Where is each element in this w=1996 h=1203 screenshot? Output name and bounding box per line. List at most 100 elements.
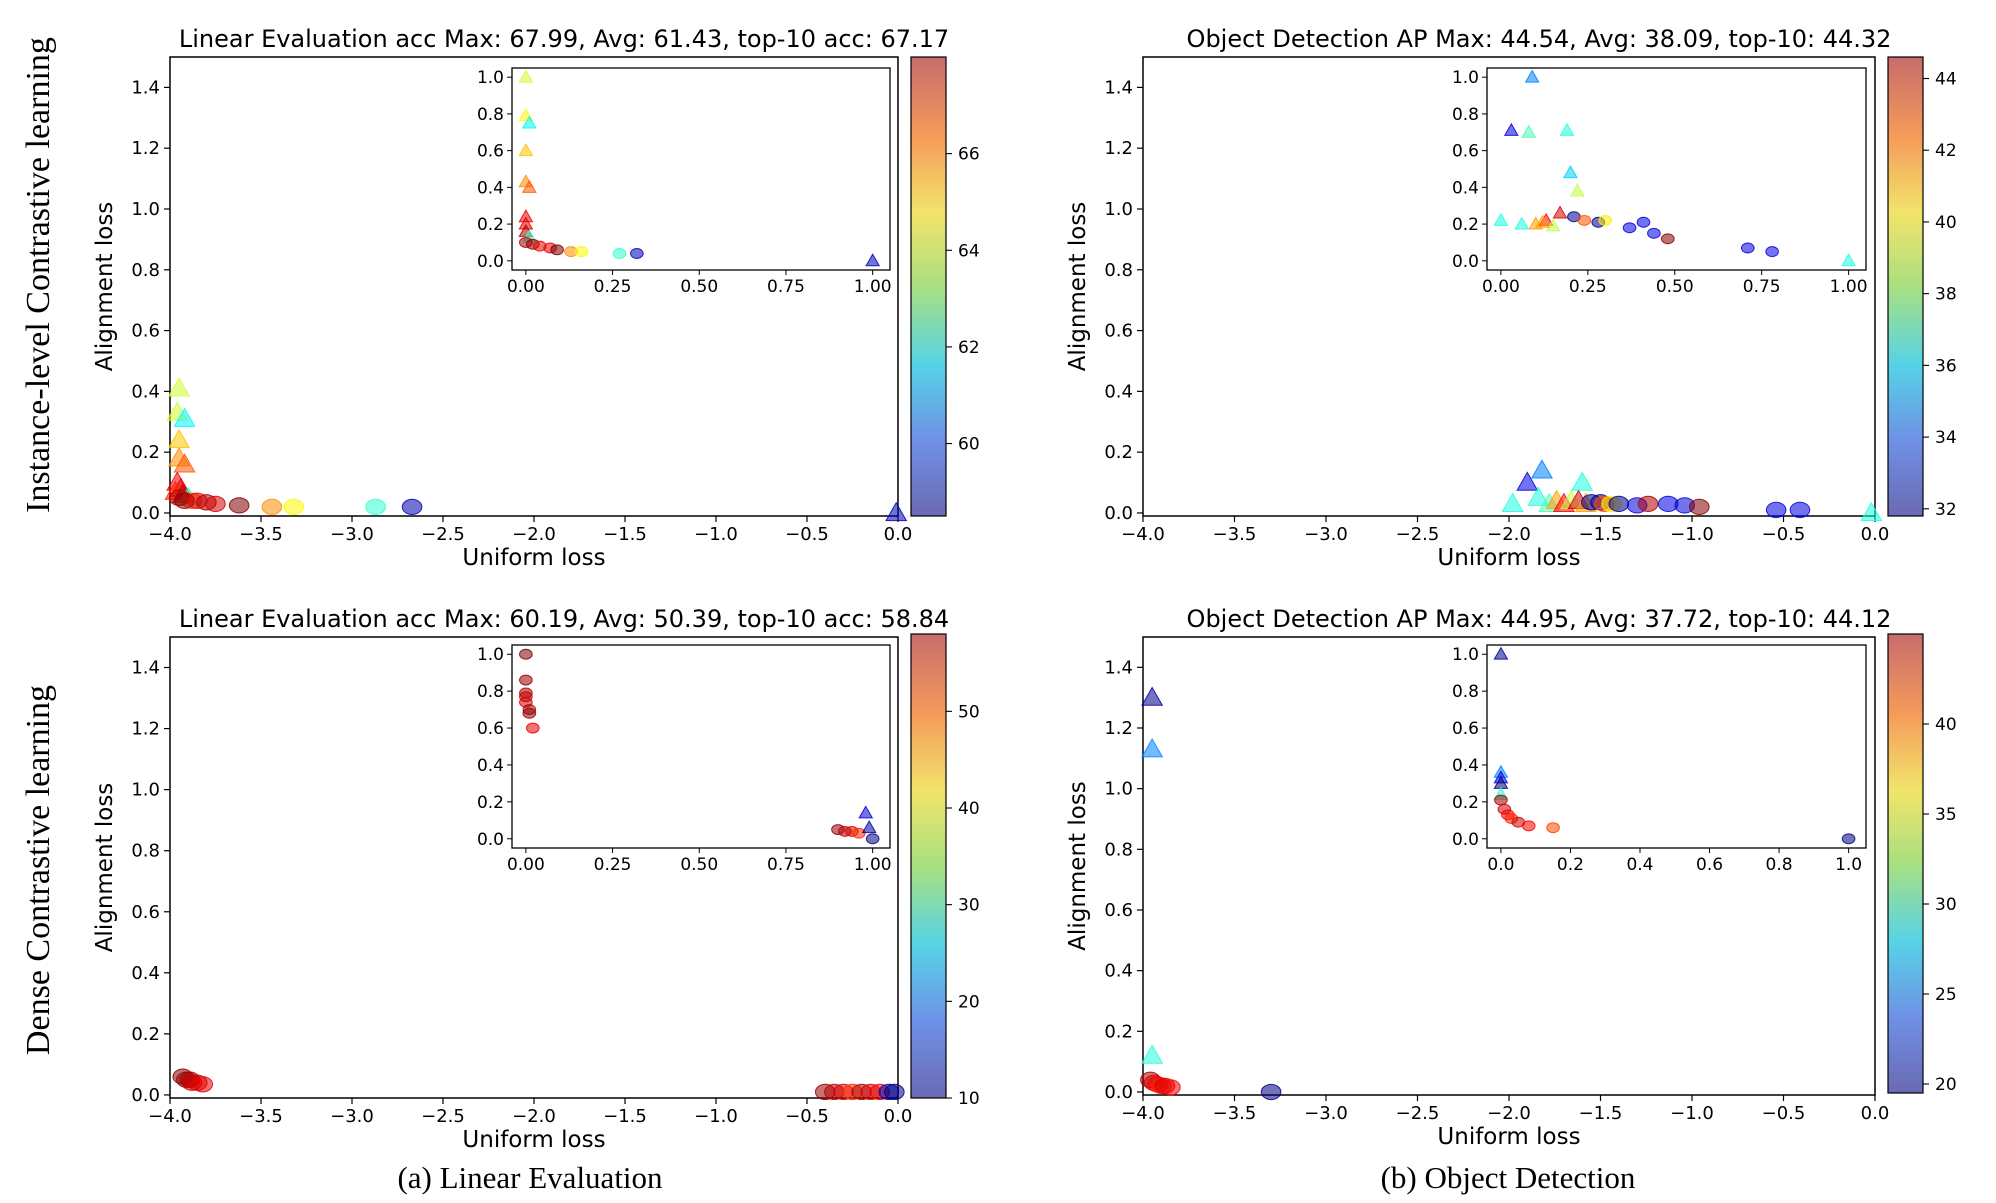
y-tick-label: 1.2 <box>1104 718 1133 739</box>
x-tick-label: −2.0 <box>512 524 556 545</box>
inset-y-tick-label: 0.8 <box>1452 105 1479 125</box>
row-label-instance: Instance-level Contrastive learning <box>20 37 57 513</box>
inset-y-tick-label: 0.8 <box>1452 682 1479 702</box>
inset-data-point <box>1577 214 1592 226</box>
y-tick-label: 1.0 <box>131 780 160 801</box>
inset-data-point <box>1494 794 1508 806</box>
x-tick-label: −2.0 <box>1487 1103 1531 1124</box>
inset-y-tick-label: 0.4 <box>1452 756 1479 776</box>
inset-y-tick-label: 0.8 <box>477 682 504 702</box>
inset-data-point <box>865 833 880 845</box>
x-tick-label: −2.5 <box>421 524 465 545</box>
data-point <box>1689 498 1710 516</box>
inset-data-point <box>522 707 537 719</box>
inset-x-tick-label: 1.00 <box>854 855 892 875</box>
x-tick-label: 0.0 <box>1861 1103 1890 1124</box>
inset-data-point <box>1841 253 1857 267</box>
inset-data-point <box>1521 124 1537 138</box>
colorbar-tick-label: 20 <box>958 992 980 1012</box>
inset-plot-area <box>1486 67 1867 271</box>
inset-x-tick-label: 0.25 <box>594 855 632 875</box>
colorbar-tick-label: 38 <box>1935 285 1957 305</box>
data-point <box>205 495 226 512</box>
y-tick-label: 0.2 <box>131 442 160 463</box>
data-point <box>173 453 196 473</box>
caption-linear-evaluation: (a) Linear Evaluation <box>397 1160 663 1195</box>
colorbar-tick-label: 40 <box>1935 213 1957 233</box>
x-tick-label: −0.5 <box>785 1106 829 1127</box>
y-tick-label: 0.8 <box>131 260 160 281</box>
y-tick-label: 0.8 <box>131 841 160 862</box>
data-point <box>168 377 191 397</box>
inset-data-point <box>1521 820 1536 832</box>
inset-data-point <box>1493 646 1509 660</box>
inset-y-tick-label: 0.0 <box>477 252 504 272</box>
inset-x-tick-label: 0.0 <box>1487 855 1514 875</box>
inset-data-point <box>574 246 589 258</box>
x-tick-label: −3.5 <box>239 524 283 545</box>
inset-x-tick-label: 0.4 <box>1626 855 1653 875</box>
y-tick-label: 1.4 <box>131 658 160 679</box>
x-tick-label: −2.5 <box>1396 524 1440 545</box>
y-tick-label: 0.2 <box>1104 1021 1133 1042</box>
chart-title: Linear Evaluation acc Max: 60.19, Avg: 5… <box>179 605 949 633</box>
inset-data-point <box>519 674 533 686</box>
panel-linear-eval-instance: Linear Evaluation acc Max: 67.99, Avg: 6… <box>92 25 980 571</box>
inset-data-point <box>1559 122 1575 136</box>
data-point <box>1860 501 1883 522</box>
inset-x-tick-label: 0.50 <box>680 277 718 297</box>
x-tick-label: −3.0 <box>1304 1103 1348 1124</box>
data-point <box>1608 495 1630 512</box>
colorbar-tick-label: 62 <box>958 338 980 358</box>
x-tick-label: −0.5 <box>1762 524 1806 545</box>
inset-data-point <box>1660 233 1675 245</box>
y-tick-label: 0.6 <box>131 902 160 923</box>
x-tick-label: −1.0 <box>1670 1103 1714 1124</box>
y-tick-label: 1.0 <box>1104 779 1133 800</box>
y-tick-label: 0.0 <box>1104 1082 1133 1103</box>
inset-data-point <box>1622 222 1637 234</box>
x-tick-label: −3.5 <box>239 1106 283 1127</box>
data-point <box>228 497 250 514</box>
inset-data-point <box>1765 246 1779 258</box>
inset-data-point <box>1503 122 1519 136</box>
inset-y-tick-label: 0.6 <box>1452 142 1479 162</box>
colorbar-tick-label: 42 <box>1935 141 1957 161</box>
inset-x-tick-label: 0.75 <box>1743 277 1781 297</box>
inset-x-tick-label: 0.00 <box>507 277 545 297</box>
panel-object-detection-instance: Object Detection AP Max: 44.54, Avg: 38.… <box>1065 25 1957 571</box>
y-tick-label: 0.4 <box>1104 381 1133 402</box>
inset-y-tick-label: 0.6 <box>477 142 504 162</box>
y-tick-label: 1.0 <box>1104 199 1133 220</box>
y-tick-label: 0.4 <box>1104 961 1133 982</box>
inset-y-tick-label: 0.2 <box>1452 215 1479 235</box>
data-point <box>1571 471 1594 491</box>
y-tick-label: 0.6 <box>1104 321 1133 342</box>
data-point <box>1765 501 1787 519</box>
colorbar-tick-label: 35 <box>1935 805 1957 825</box>
inset-data-point <box>851 827 866 839</box>
colorbar-tick-label: 30 <box>958 896 980 916</box>
x-tick-label: −2.5 <box>1396 1103 1440 1124</box>
inset-y-tick-label: 0.2 <box>477 215 504 235</box>
inset-plot-area <box>511 644 891 849</box>
inset-y-tick-label: 1.0 <box>1452 68 1479 88</box>
data-point <box>1501 492 1524 512</box>
y-tick-label: 1.2 <box>131 719 160 740</box>
y-tick-label: 0.0 <box>1104 503 1133 524</box>
inset-x-tick-label: 0.2 <box>1557 855 1584 875</box>
y-tick-label: 1.2 <box>131 138 160 159</box>
panel-linear-eval-dense: Linear Evaluation acc Max: 60.19, Avg: 5… <box>92 605 980 1153</box>
data-point <box>1141 1044 1164 1064</box>
x-tick-label: −4.0 <box>1121 1103 1165 1124</box>
colorbar-tick-label: 10 <box>958 1089 980 1109</box>
colorbar-tick-label: 25 <box>1935 985 1957 1005</box>
inset-y-tick-label: 0.4 <box>477 756 504 776</box>
inset-data-point <box>861 820 877 834</box>
inset-y-tick-label: 0.6 <box>477 719 504 739</box>
data-point <box>1141 738 1164 758</box>
data-point <box>283 498 305 516</box>
data-point <box>1160 1079 1181 1096</box>
x-tick-label: −1.5 <box>603 524 647 545</box>
inset-data-point <box>519 648 533 660</box>
